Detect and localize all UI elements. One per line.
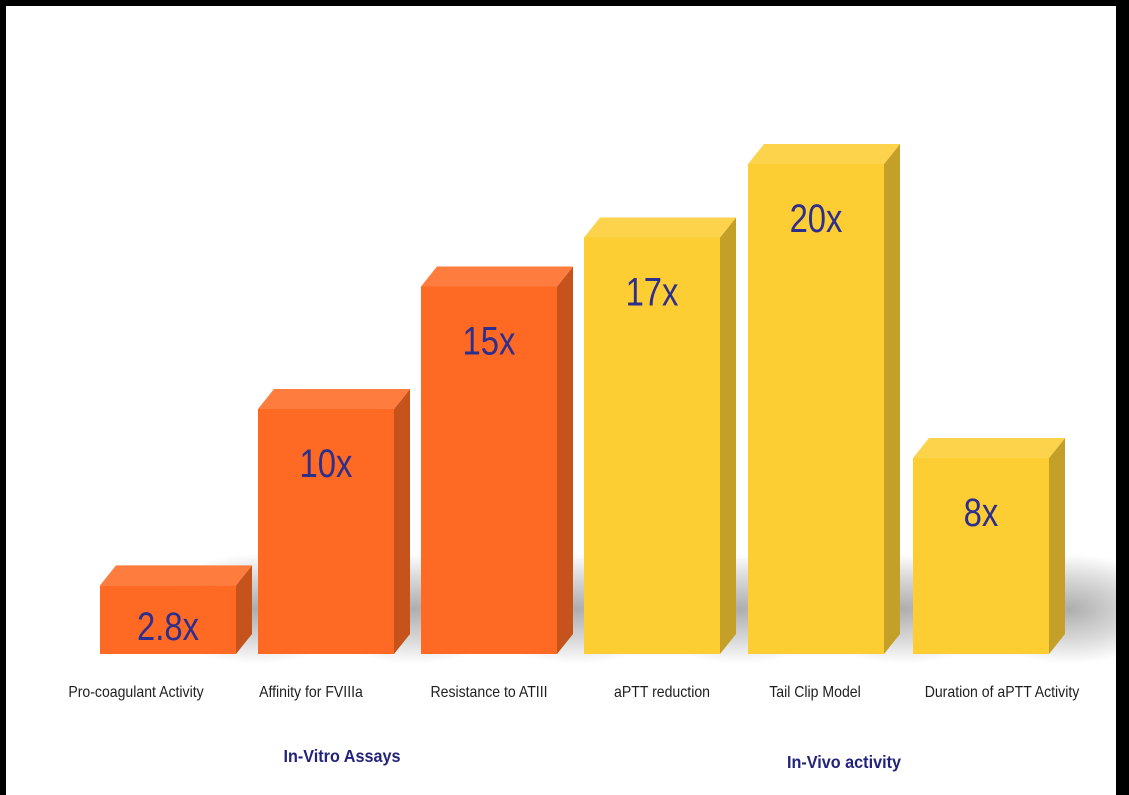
category-labels-group: Pro-coagulant Activity Affinity for FVIII… bbox=[68, 683, 1079, 701]
bar-top-face bbox=[748, 144, 900, 164]
bar-front-face bbox=[100, 585, 236, 654]
value-label: 8x bbox=[964, 490, 999, 535]
bar-side-face bbox=[1049, 438, 1065, 654]
bar bbox=[100, 565, 252, 654]
group-label: In-Vitro Assays bbox=[284, 746, 401, 766]
bar-front-face bbox=[913, 458, 1049, 654]
group-labels-group: In-Vitro Assays In-Vivo activity bbox=[284, 746, 902, 772]
value-label: 17x bbox=[626, 269, 679, 314]
bar-side-face bbox=[884, 144, 900, 654]
bar-front-face bbox=[748, 164, 884, 654]
bars-group bbox=[100, 144, 1065, 654]
bar-front-face bbox=[421, 286, 557, 654]
bar-top-face bbox=[100, 565, 252, 586]
bar bbox=[913, 438, 1065, 654]
bar-front-face bbox=[584, 237, 720, 654]
bar bbox=[421, 266, 573, 654]
value-label: 10x bbox=[300, 441, 353, 486]
value-labels-group: 2.8x 10x 15x 17x 20x 8x bbox=[137, 196, 998, 649]
bar-side-face bbox=[720, 217, 736, 654]
bar-side-face bbox=[394, 389, 410, 654]
value-label: 2.8x bbox=[137, 604, 199, 649]
bar-top-face bbox=[913, 438, 1065, 458]
category-label: Tail Clip Model bbox=[769, 683, 861, 701]
bar-front-face bbox=[258, 409, 394, 654]
bar-side-face bbox=[557, 266, 573, 654]
bar bbox=[258, 389, 410, 654]
bar-top-face bbox=[258, 389, 410, 409]
group-label: In-Vivo activity bbox=[787, 752, 901, 772]
bar bbox=[584, 217, 736, 654]
category-label: Pro-coagulant Activity bbox=[68, 683, 204, 701]
bar-top-face bbox=[421, 266, 573, 287]
value-label: 20x bbox=[790, 196, 843, 241]
bar-top-face bbox=[584, 217, 736, 238]
bar-side-face bbox=[236, 565, 252, 654]
bar bbox=[748, 144, 900, 654]
value-label: 15x bbox=[463, 318, 516, 363]
category-label: Resistance to ATIII bbox=[430, 683, 547, 701]
category-label: Affinity for FVIIIa bbox=[259, 683, 363, 701]
category-label: Duration of aPTT Activity bbox=[925, 683, 1080, 701]
category-label: aPTT reduction bbox=[614, 683, 710, 701]
